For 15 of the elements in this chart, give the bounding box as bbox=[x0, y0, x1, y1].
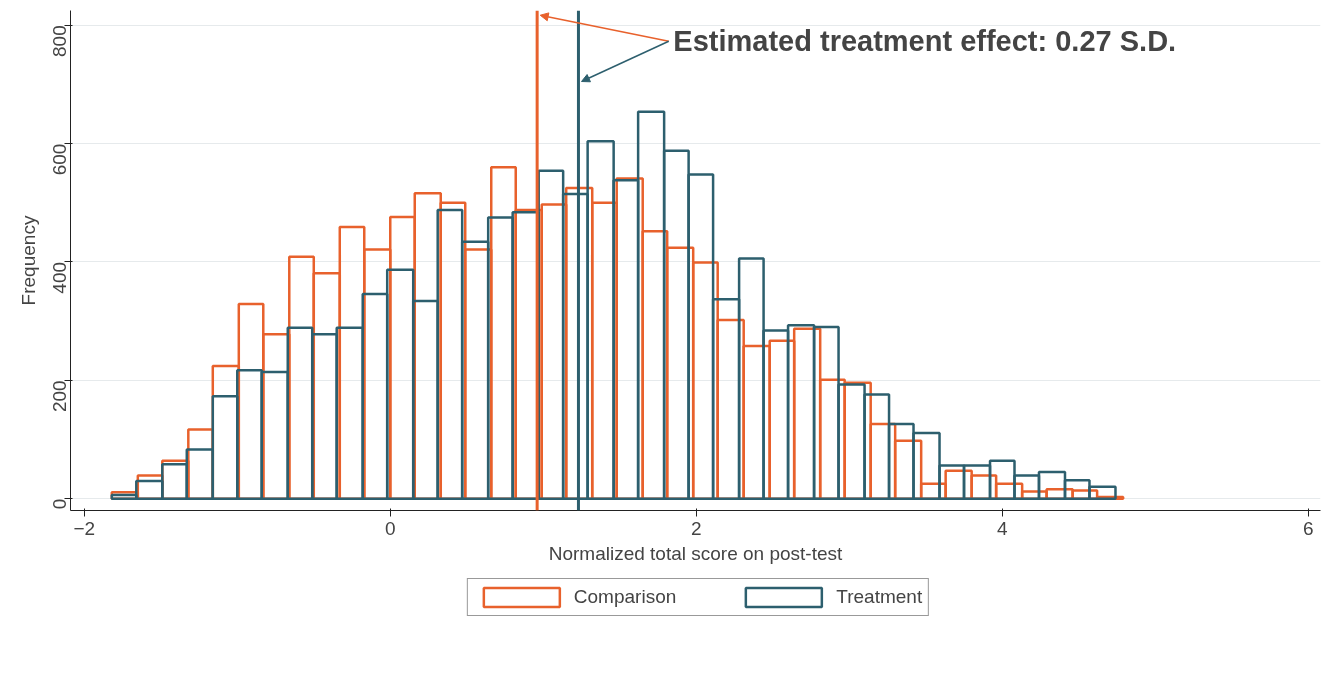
y-tick-label: 0 bbox=[49, 498, 70, 510]
y-axis-title: Frequency bbox=[17, 215, 39, 306]
y-tick-label: 200 bbox=[49, 380, 70, 413]
annotation: Estimated treatment effect: 0.27 S.D. bbox=[673, 25, 1177, 58]
y-tick-label: 800 bbox=[49, 25, 70, 57]
x-tick-label: −2 bbox=[73, 517, 96, 539]
legend-label: Treatment bbox=[836, 586, 923, 608]
x-tick-label: 4 bbox=[996, 517, 1008, 539]
x-tick-label: 2 bbox=[690, 517, 702, 539]
y-tick-label: 400 bbox=[49, 261, 70, 294]
x-tick-label: 0 bbox=[384, 517, 396, 539]
legend-label: Comparison bbox=[573, 586, 677, 608]
x-tick-label: 6 bbox=[1302, 517, 1314, 539]
x-axis-title: Normalized total score on post-test bbox=[548, 542, 844, 564]
y-tick-label: 600 bbox=[49, 143, 70, 176]
